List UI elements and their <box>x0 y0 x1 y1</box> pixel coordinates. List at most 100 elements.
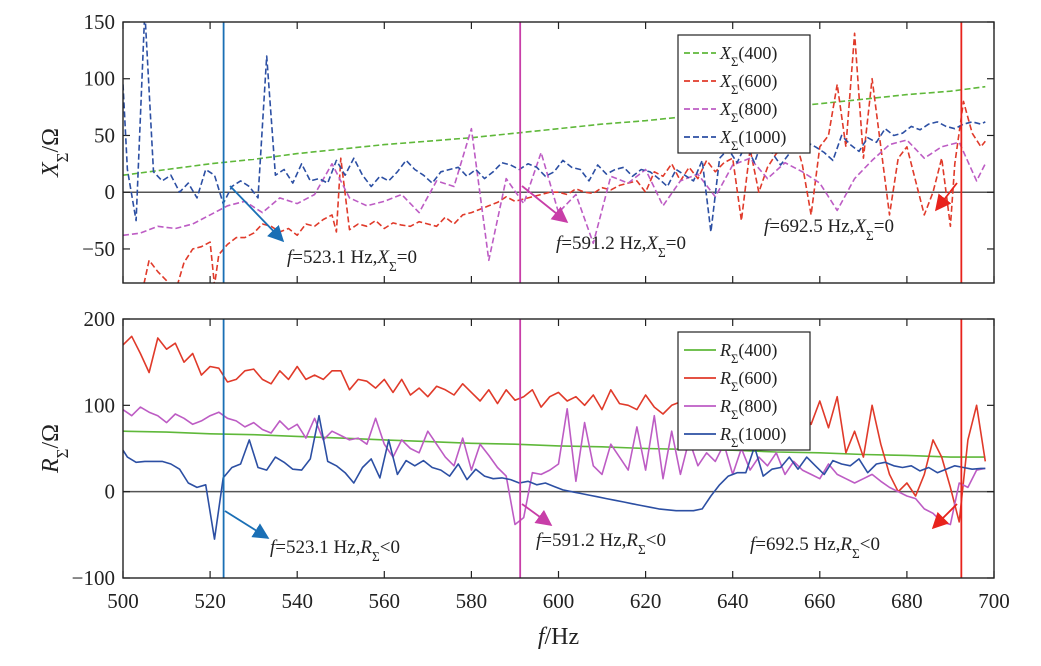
series-line-800 <box>123 406 986 526</box>
annotation-f: f <box>764 216 772 237</box>
legend-symbol: R <box>719 396 731 416</box>
subscript-sigma: Σ <box>372 549 380 564</box>
legend-entry: RΣ(800) <box>719 396 777 422</box>
legend-symbol: X <box>719 99 732 119</box>
annotation-label: f=523.1 Hz,RΣ<0 <box>270 537 400 564</box>
subscript-sigma: Σ <box>731 380 738 394</box>
legend-symbol: R <box>719 424 731 444</box>
annotation-freq: =523.1 Hz, <box>292 247 377 268</box>
annotation-arrow <box>521 185 569 224</box>
y-tick-label: 150 <box>84 10 116 34</box>
x-axis-label: f/Hz <box>538 624 579 650</box>
x-tick-label: 540 <box>281 589 313 613</box>
legend-box <box>677 34 811 154</box>
annotation-freq: =591.2 Hz, <box>541 530 626 551</box>
series-line-1000 <box>123 414 986 540</box>
subscript-sigma: Σ <box>731 436 738 450</box>
legend-box <box>677 331 811 451</box>
subscript-sigma: Σ <box>731 83 738 97</box>
subscript-sigma: Σ <box>731 352 738 366</box>
legend-symbol: R <box>719 368 731 388</box>
legend-arg: (400) <box>738 340 777 361</box>
x-tick-label: 640 <box>717 589 749 613</box>
subscript-sigma: Σ <box>731 139 738 153</box>
x-tick-label: 560 <box>369 589 401 613</box>
annotation-f: f <box>270 537 278 558</box>
legend-arg: (1000) <box>738 127 786 148</box>
subscript-sigma: Σ <box>53 449 72 459</box>
subscript-sigma: Σ <box>852 546 860 561</box>
annotation-condition: <0 <box>860 534 880 555</box>
x-tick-label: 660 <box>804 589 836 613</box>
legend-arg: (600) <box>738 368 777 389</box>
subscript-sigma: Σ <box>389 259 397 274</box>
panel-reactance: 150100500−50XΣ/ΩXΣ(400)XΣ(600)XΣ(800)XΣ(… <box>38 10 995 284</box>
legend-arg: (800) <box>738 396 777 417</box>
annotation-symbol: R <box>625 530 638 551</box>
annotation-condition: =0 <box>397 247 417 268</box>
annotation-arrow <box>521 503 553 526</box>
plot-frame <box>122 21 995 284</box>
y-tick-label: 100 <box>84 393 116 417</box>
annotation-arrow <box>229 185 285 243</box>
subscript-sigma: Σ <box>638 542 646 557</box>
x-tick-label: 680 <box>891 589 923 613</box>
legend-arg: (1000) <box>738 424 786 445</box>
plot-frame <box>122 318 995 579</box>
y-axis-label: XΣ/Ω <box>38 128 72 178</box>
annotation-label: f=591.2 Hz,RΣ<0 <box>536 530 666 557</box>
annotation-label: f=692.5 Hz,RΣ<0 <box>750 534 880 561</box>
series-group <box>123 335 987 540</box>
annotation-condition: <0 <box>646 530 666 551</box>
legend-symbol: X <box>719 71 732 91</box>
y-tick-label: 0 <box>105 180 116 204</box>
series-line-400 <box>123 430 986 458</box>
annotation-arrow <box>224 510 270 539</box>
legend-entry: RΣ(1000) <box>719 424 786 450</box>
annotation-arrow <box>935 182 958 212</box>
annotation-condition: <0 <box>380 537 400 558</box>
subscript-sigma: Σ <box>731 408 738 422</box>
subscript-sigma: Σ <box>866 228 874 243</box>
annotation-condition: =0 <box>666 233 686 254</box>
x-tick-label: 500 <box>107 589 139 613</box>
legend-entry: XΣ(400) <box>719 43 777 69</box>
legend-entry: RΣ(400) <box>719 340 777 366</box>
y-tick-label: 200 <box>84 307 116 331</box>
annotation-f: f <box>750 534 758 555</box>
x-tick-label: 600 <box>543 589 575 613</box>
series-line-600 <box>123 335 987 523</box>
annotation-freq: =692.5 Hz, <box>755 534 840 555</box>
annotation-f: f <box>287 247 295 268</box>
series-line-600 <box>143 32 986 283</box>
legend-arg: (800) <box>738 99 777 120</box>
annotation-label: f=591.2 Hz,XΣ=0 <box>556 233 686 260</box>
subscript-sigma: Σ <box>731 111 738 125</box>
x-tick-label: 520 <box>194 589 226 613</box>
y-tick-label: −100 <box>72 566 115 590</box>
legend-entry: RΣ(600) <box>719 368 777 394</box>
annotation-label: f=523.1 Hz,XΣ=0 <box>287 247 417 274</box>
annotation-symbol: R <box>839 534 852 555</box>
annotation-f: f <box>536 530 544 551</box>
annotation-f: f <box>556 233 564 254</box>
x-tick-label: 580 <box>456 589 488 613</box>
annotation-symbol: R <box>359 537 372 558</box>
legend-entry: XΣ(800) <box>719 99 777 125</box>
annotation-condition: =0 <box>874 216 894 237</box>
annotation-arrow <box>931 503 958 530</box>
y-tick-label: 50 <box>94 123 115 147</box>
subscript-sigma: Σ <box>658 245 666 260</box>
legend-entry: XΣ(600) <box>719 71 777 97</box>
legend-arg: (400) <box>738 43 777 64</box>
series-line-400 <box>123 85 986 176</box>
y-tick-label: −50 <box>82 237 115 261</box>
x-tick-label: 700 <box>978 589 1010 613</box>
subscript-sigma: Σ <box>53 153 72 163</box>
y-tick-label: 0 <box>105 480 116 504</box>
legend-symbol: X <box>719 127 732 147</box>
annotation-symbol: X <box>376 247 390 268</box>
subscript-sigma: Σ <box>731 55 738 69</box>
series-group <box>123 22 987 283</box>
